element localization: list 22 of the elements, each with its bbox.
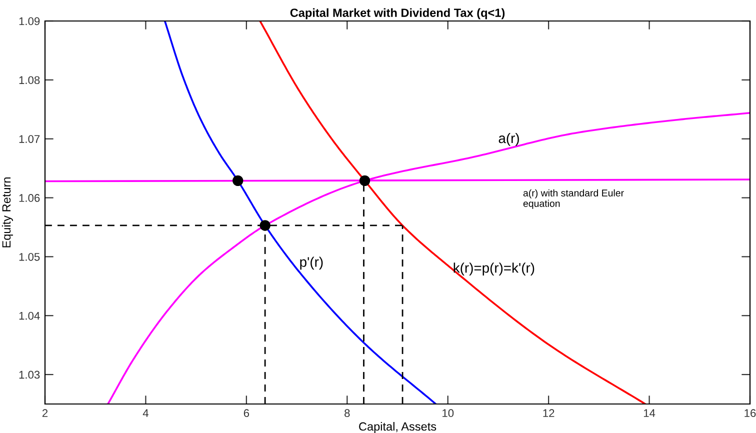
chart-title: Capital Market with Dividend Tax (q<1)	[290, 8, 505, 20]
x-tick-label: 12	[543, 409, 554, 417]
y-tick-label: 1.05	[19, 252, 40, 261]
y-tick-label: 1.04	[19, 312, 40, 320]
x-tick-label: 6	[244, 409, 250, 418]
annotation: a(r)	[498, 132, 519, 146]
y-tick-label: 1.07	[19, 135, 40, 143]
y-tick-label: 1.06	[19, 194, 40, 202]
x-tick-label: 4	[142, 409, 148, 417]
x-tick-label: 10	[442, 409, 454, 418]
x-tick-label: 2	[42, 409, 48, 417]
y-tick-label: 1.03	[19, 370, 40, 379]
y-tick-label: 1.08	[19, 76, 40, 84]
x-axis-title: Capital, Assets	[359, 422, 436, 433]
annotation: k(r)=p(r)=k'(r)	[454, 262, 534, 276]
annotation: a(r) with standard Euler equation	[523, 189, 624, 209]
x-tick-label: 14	[644, 409, 656, 417]
x-tick-label: 16	[744, 409, 756, 418]
annotation: p'(r)	[300, 256, 323, 270]
y-tick-label: 1.09	[19, 17, 40, 26]
x-tick-label: 8	[344, 409, 350, 418]
y-axis-title: Equity Return	[2, 178, 13, 248]
